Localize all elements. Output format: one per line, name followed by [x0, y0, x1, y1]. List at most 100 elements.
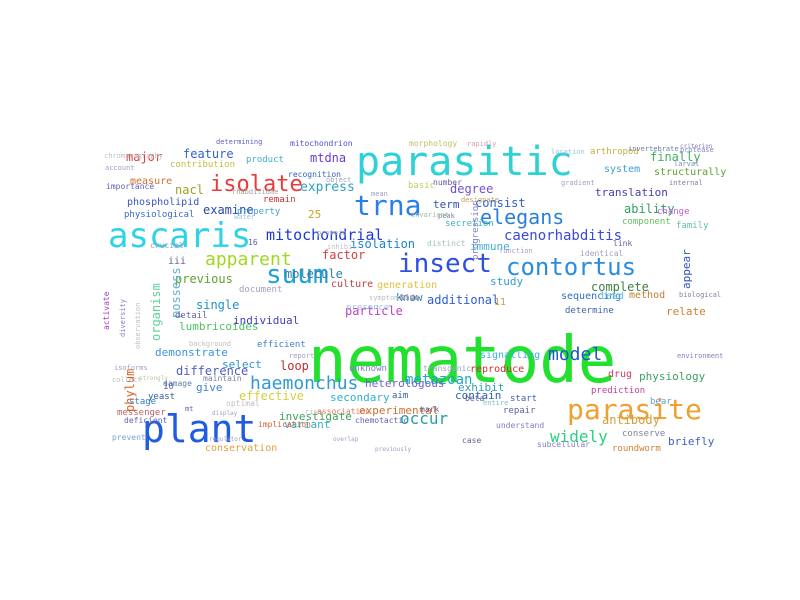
cloud-word-molecule: molecule: [285, 267, 343, 281]
cloud-word-background: background: [189, 340, 231, 348]
cloud-word-mitochondrial: mitochondrial: [266, 226, 383, 244]
cloud-word-regulator: regulator: [209, 436, 242, 443]
cloud-word-show: show: [400, 293, 419, 302]
cloud-word-document: document: [239, 285, 282, 295]
cloud-word-collect: collect: [112, 376, 142, 384]
cloud-word-diversity: diversity: [119, 299, 127, 337]
cloud-word-biological: biological: [679, 291, 721, 299]
cloud-word-isolate: isolate: [210, 172, 303, 197]
cloud-word-detail: detail: [175, 311, 208, 321]
cloud-word-additional: additional: [427, 293, 499, 307]
cloud-word-occur: occur: [400, 409, 449, 428]
cloud-word-repair: repair: [503, 406, 536, 416]
cloud-word-reproduce: reproduce: [470, 364, 524, 375]
cloud-word-briefly: briefly: [668, 435, 715, 448]
cloud-word-stage: stage: [129, 397, 156, 407]
cloud-word-10: 10: [163, 382, 174, 392]
cloud-word-model: model: [548, 344, 602, 365]
cloud-word-conservation: conservation: [205, 443, 277, 454]
cloud-word-rapidly: rapidly: [467, 140, 497, 148]
cloud-word-degree: degree: [450, 182, 493, 196]
cloud-word-change: change: [657, 207, 690, 217]
cloud-word-sequencing: sequencing: [561, 291, 621, 302]
cloud-word-know: know: [396, 291, 423, 304]
cloud-word-haemonchus: haemonchus: [250, 373, 358, 394]
cloud-word-contribution: contribution: [170, 160, 235, 170]
cloud-word-nacl: nacl: [175, 183, 204, 197]
cloud-word-activate: activate: [102, 291, 111, 330]
cloud-word-parasitic: parasitic: [356, 139, 573, 185]
cloud-word-remain: remain: [263, 195, 296, 205]
cloud-word-mtdna: mtdna: [310, 151, 346, 165]
cloud-word-apparent: apparent: [205, 249, 292, 270]
cloud-word-single: single: [196, 298, 239, 312]
cloud-word-transgenic: transgenic: [423, 364, 471, 373]
cloud-word-rise: rise: [305, 408, 322, 416]
cloud-word-previously: previously: [375, 446, 412, 453]
cloud-word-conserve: conserve: [622, 429, 665, 439]
cloud-word-parasite: parasite: [567, 393, 702, 426]
cloud-word-progression: progression: [471, 200, 481, 260]
cloud-word-antibody: antibody: [602, 413, 660, 427]
cloud-word-designate: designate: [461, 196, 499, 204]
cloud-word-subcellular: subcellular: [537, 440, 590, 449]
cloud-word-internal: internal: [669, 179, 703, 187]
cloud-word-translation: translation: [595, 186, 668, 199]
cloud-word-rhabditidae: rhabditidae: [232, 188, 278, 196]
cloud-word-basic: basic: [408, 181, 435, 191]
cloud-word-chemotactic: chemotactic: [355, 416, 408, 425]
cloud-word-recognition: recognition: [288, 170, 341, 179]
cloud-word-exhibit: exhibit: [458, 381, 504, 394]
cloud-word-factor: factor: [322, 248, 365, 262]
cloud-word-morphology: morphology: [409, 139, 457, 148]
cloud-word-relate: relate: [666, 305, 706, 318]
cloud-word-bear: bear: [650, 397, 672, 407]
cloud-word-finally: finally: [650, 150, 701, 164]
cloud-word-25: 25: [308, 208, 321, 221]
cloud-word-object: object: [326, 176, 351, 184]
cloud-word-feature: feature: [183, 147, 234, 161]
cloud-word-appear: appear: [680, 249, 693, 289]
cloud-word-symptom: symptom: [369, 294, 399, 302]
cloud-word-gradient: gradient: [561, 179, 595, 187]
cloud-word-location: location: [551, 148, 585, 156]
cloud-word-determining: determining: [216, 138, 262, 146]
cloud-word-isoforms: isoforms: [114, 364, 148, 372]
cloud-word-crucial: crucial: [150, 241, 184, 250]
cloud-word-study: study: [490, 275, 523, 288]
cloud-word-caenorhabditis: caenorhabditis: [504, 228, 622, 244]
cloud-word-physiological: physiological: [124, 210, 194, 220]
cloud-word-distinct: distinct: [427, 239, 466, 248]
cloud-word-term: term: [433, 198, 460, 211]
cloud-word-unknown: unknown: [349, 364, 387, 374]
cloud-word-generation: generation: [377, 280, 437, 291]
cloud-word-lead: lead: [600, 291, 624, 302]
cloud-word-individual: individual: [233, 314, 299, 327]
cloud-word-family: family: [676, 221, 709, 231]
cloud-word-structurally: structurally: [654, 167, 726, 178]
cloud-word-method: method: [629, 290, 665, 301]
cloud-word-yeast: yeast: [148, 392, 175, 402]
cloud-word-consist: consist: [475, 196, 526, 210]
cloud-word-signalling: signalling: [480, 350, 540, 361]
cloud-word-determine: determine: [565, 306, 614, 316]
cloud-word-demonstrate: demonstrate: [155, 346, 228, 359]
cloud-word-optimal: optimal: [226, 399, 260, 408]
cloud-word-wide: wide: [400, 293, 419, 302]
cloud-word-express: express: [300, 180, 355, 195]
cloud-word-identical: identical: [580, 249, 624, 258]
cloud-word-ascaris: ascaris: [108, 216, 251, 256]
cloud-word-ability: ability: [624, 202, 675, 216]
cloud-word-11: 11: [494, 297, 506, 308]
cloud-word-contortus: contortus: [506, 253, 636, 281]
cloud-word-drug: drug: [608, 369, 632, 380]
cloud-word-deficient: deficient: [124, 416, 168, 425]
cloud-word-inhibit: inhibit: [327, 243, 357, 251]
cloud-word-secretion: secretion: [445, 219, 494, 229]
cloud-word-suum: suum: [266, 260, 329, 290]
cloud-word-elegans: elegans: [480, 205, 564, 229]
cloud-word-link: link: [613, 239, 632, 248]
cloud-word-larval: larval: [674, 160, 699, 168]
cloud-word-16: 16: [248, 238, 258, 247]
